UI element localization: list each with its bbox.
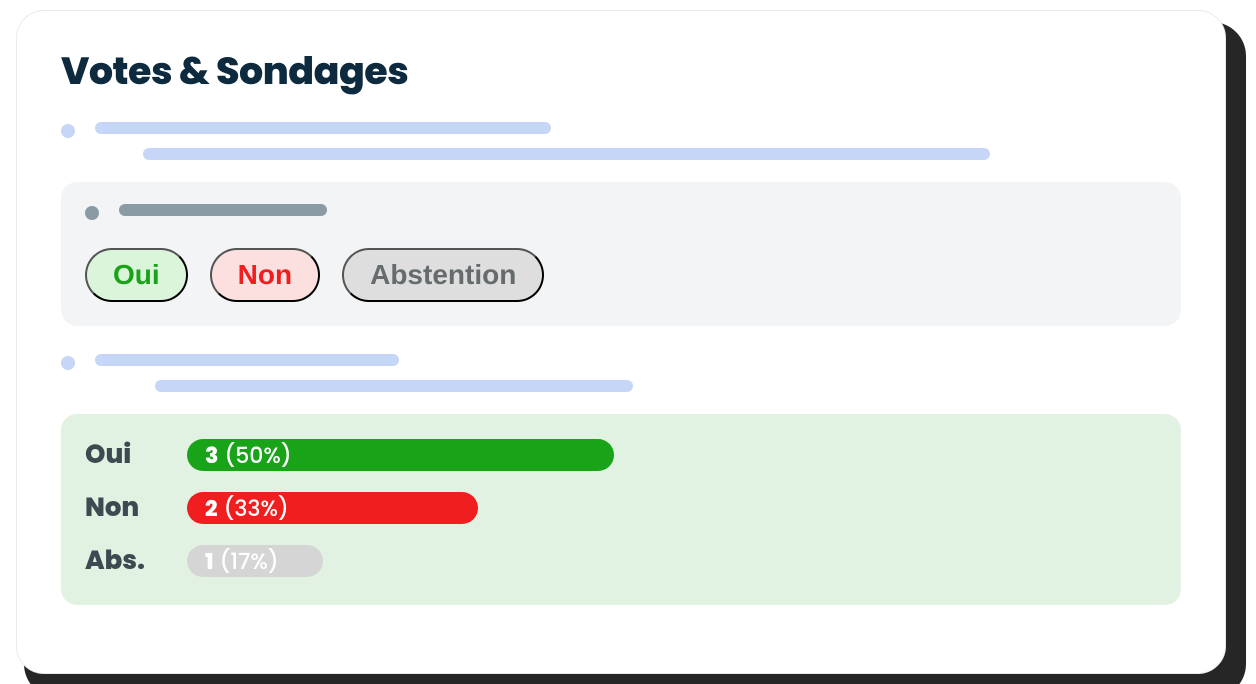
skeleton-line bbox=[143, 148, 990, 160]
poll-options: Oui Non Abstention bbox=[85, 248, 1157, 302]
vote-item-skeleton bbox=[61, 122, 1181, 174]
result-row-oui: Oui 3 (50%) bbox=[85, 436, 1157, 475]
result-label: Abs. bbox=[85, 542, 167, 581]
skeleton-lines bbox=[95, 122, 1181, 174]
result-bar: 3 (50%) bbox=[187, 439, 614, 471]
result-count: 1 bbox=[205, 545, 214, 578]
skeleton-line bbox=[155, 380, 633, 392]
result-bar: 2 (33%) bbox=[187, 492, 478, 524]
result-bar-track: 3 (50%) bbox=[187, 439, 1157, 471]
poll-panel: Oui Non Abstention bbox=[61, 182, 1181, 326]
result-pct: (50%) bbox=[224, 439, 291, 472]
skeleton-line bbox=[95, 354, 399, 366]
result-row-abs: Abs. 1 (17%) bbox=[85, 542, 1157, 581]
result-bar-track: 1 (17%) bbox=[187, 545, 1157, 577]
vote-item-skeleton bbox=[61, 354, 1181, 406]
bullet-icon bbox=[61, 124, 75, 138]
bullet-icon bbox=[85, 206, 99, 220]
result-row-non: Non 2 (33%) bbox=[85, 489, 1157, 528]
result-pct: (33%) bbox=[224, 492, 289, 525]
results-panel: Oui 3 (50%) Non 2 (33%) Ab bbox=[61, 414, 1181, 605]
poll-option-abstention[interactable]: Abstention bbox=[342, 248, 544, 302]
page-title: Votes & Sondages bbox=[61, 43, 1181, 100]
result-bar: 1 (17%) bbox=[187, 545, 323, 577]
poll-option-non[interactable]: Non bbox=[210, 248, 320, 302]
results-list: Oui 3 (50%) Non 2 (33%) Ab bbox=[85, 436, 1157, 581]
result-pct: (17%) bbox=[220, 545, 279, 578]
result-count: 3 bbox=[205, 439, 218, 472]
result-count: 2 bbox=[205, 492, 218, 525]
votes-card: Votes & Sondages Oui Non Abstention bbox=[16, 10, 1226, 674]
poll-option-oui[interactable]: Oui bbox=[85, 248, 188, 302]
result-label: Oui bbox=[85, 436, 167, 475]
result-label: Non bbox=[85, 489, 167, 528]
result-bar-track: 2 (33%) bbox=[187, 492, 1157, 524]
skeleton-lines bbox=[119, 204, 1157, 230]
skeleton-line bbox=[95, 122, 551, 134]
skeleton-line bbox=[119, 204, 327, 216]
skeleton-lines bbox=[95, 354, 1181, 406]
bullet-icon bbox=[61, 356, 75, 370]
poll-title-row bbox=[85, 204, 1157, 230]
